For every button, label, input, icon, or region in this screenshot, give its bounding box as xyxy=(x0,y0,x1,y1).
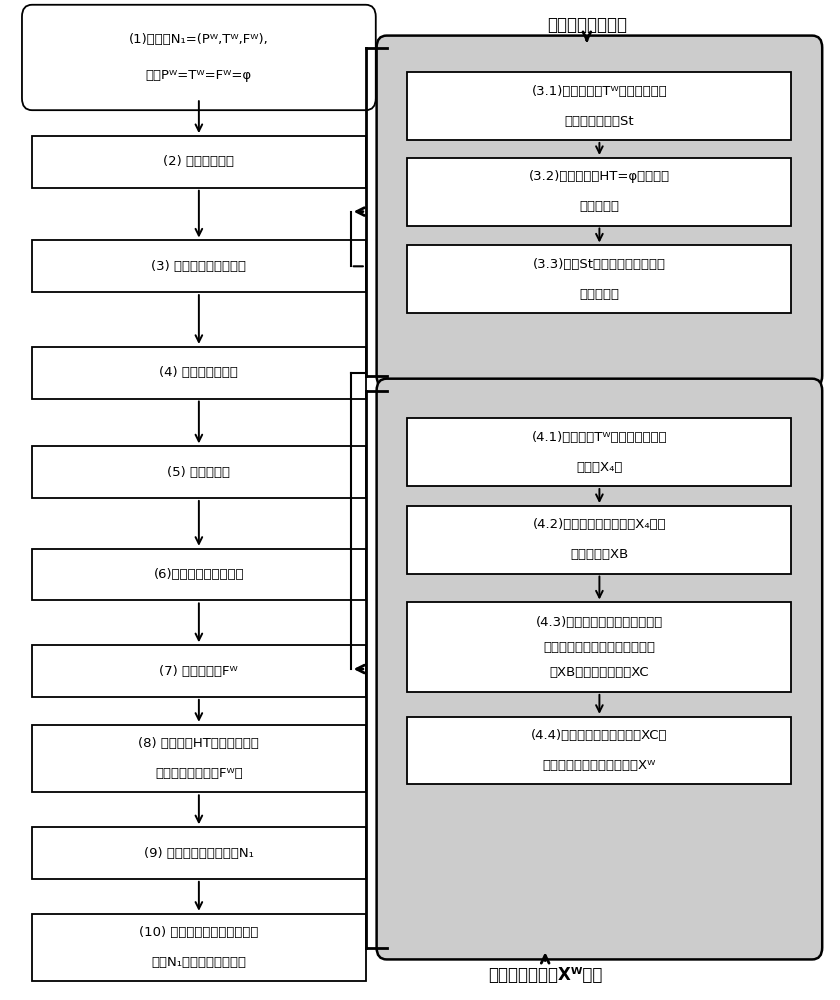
Text: (6)生成最终任务关系集: (6)生成最终任务关系集 xyxy=(154,568,244,581)
Text: (2) 计算出任务集: (2) 计算出任务集 xyxy=(163,155,234,168)
FancyBboxPatch shape xyxy=(32,240,365,292)
Text: 并发关系和宽松潜在选择关系，: 并发关系和宽松潜在选择关系， xyxy=(543,641,655,654)
Text: 关系集X₄。: 关系集X₄。 xyxy=(576,461,622,474)
Text: 其中Pᵂ=Tᵂ=Fᵂ=φ: 其中Pᵂ=Tᵂ=Fᵂ=φ xyxy=(146,69,252,82)
FancyBboxPatch shape xyxy=(32,914,365,981)
FancyBboxPatch shape xyxy=(376,379,822,959)
Text: 行过滤，得到最终的关系集Xᵂ: 行过滤，得到最终的关系集Xᵂ xyxy=(543,759,656,772)
FancyBboxPatch shape xyxy=(407,602,791,692)
Text: (3.3)遍历St中的所有任务对，插: (3.3)遍历St中的所有任务对，插 xyxy=(533,258,666,271)
Text: (9) 返回工作流过程模型N₁: (9) 返回工作流过程模型N₁ xyxy=(144,847,254,860)
Text: 存单步循环: 存单步循环 xyxy=(580,200,619,213)
FancyBboxPatch shape xyxy=(32,446,365,498)
FancyBboxPatch shape xyxy=(407,158,791,226)
Text: (4.3)使用非因果依赖关系，潜在: (4.3)使用非因果依赖关系，潜在 xyxy=(536,616,663,629)
FancyBboxPatch shape xyxy=(32,645,365,697)
FancyBboxPatch shape xyxy=(407,72,791,140)
Text: 两组成的任务对St: 两组成的任务对St xyxy=(564,115,634,128)
Text: (3.1)构造任务集Tᵂ中所有任务两: (3.1)构造任务集Tᵂ中所有任务两 xyxy=(532,85,667,98)
FancyBboxPatch shape xyxy=(407,245,791,313)
Text: (3) 预处理单长度自循环: (3) 预处理单长度自循环 xyxy=(151,260,246,273)
Text: 对XB进行过滤，得到XC: 对XB进行过滤，得到XC xyxy=(549,666,649,679)
Text: (4.4)使用严格选择关系，对XC进: (4.4)使用严格选择关系，对XC进 xyxy=(531,729,668,742)
FancyBboxPatch shape xyxy=(407,717,791,784)
FancyBboxPatch shape xyxy=(32,136,365,188)
Text: (1)初始化N₁=(Pᵂ,Tᵂ,Fᵂ),: (1)初始化N₁=(Pᵂ,Tᵂ,Fᵂ), xyxy=(129,33,269,46)
Text: (10) 使用可视化的图形界面，: (10) 使用可视化的图形界面， xyxy=(139,926,259,939)
FancyBboxPatch shape xyxy=(32,347,365,399)
Text: 单步循环提取过程: 单步循环提取过程 xyxy=(547,16,627,34)
Text: (3.2)定义哈希表HT=φ，用来储: (3.2)定义哈希表HT=φ，用来储 xyxy=(529,170,670,183)
FancyBboxPatch shape xyxy=(32,827,365,879)
Text: (4.1)从任务集Tᵂ构造出所有任务: (4.1)从任务集Tᵂ构造出所有任务 xyxy=(532,431,667,444)
Text: (4) 生成任务关系集: (4) 生成任务关系集 xyxy=(160,366,239,379)
Text: 循环插入到弧线集Fᵂ中: 循环插入到弧线集Fᵂ中 xyxy=(155,767,243,780)
FancyBboxPatch shape xyxy=(376,36,822,388)
FancyBboxPatch shape xyxy=(22,5,375,110)
Text: (7) 生成弧线集Fᵂ: (7) 生成弧线集Fᵂ xyxy=(160,665,239,678)
Text: 过滤，得到XB: 过滤，得到XB xyxy=(570,548,628,561)
Text: (8) 将哈希表HT中储存的单步: (8) 将哈希表HT中储存的单步 xyxy=(139,737,260,750)
Text: (5) 生成库所集: (5) 生成库所集 xyxy=(167,466,230,479)
Text: 计算任务关系集Xᵂ过程: 计算任务关系集Xᵂ过程 xyxy=(488,966,602,984)
FancyBboxPatch shape xyxy=(32,549,365,600)
FancyBboxPatch shape xyxy=(407,418,791,486)
Text: (4.2)使用因果依赖关系对X₄进行: (4.2)使用因果依赖关系对X₄进行 xyxy=(533,518,666,531)
Text: 入单步循环: 入单步循环 xyxy=(580,288,619,301)
FancyBboxPatch shape xyxy=(407,506,791,574)
FancyBboxPatch shape xyxy=(32,725,365,792)
Text: 绘制N₁模型的图形并输出: 绘制N₁模型的图形并输出 xyxy=(151,956,246,969)
